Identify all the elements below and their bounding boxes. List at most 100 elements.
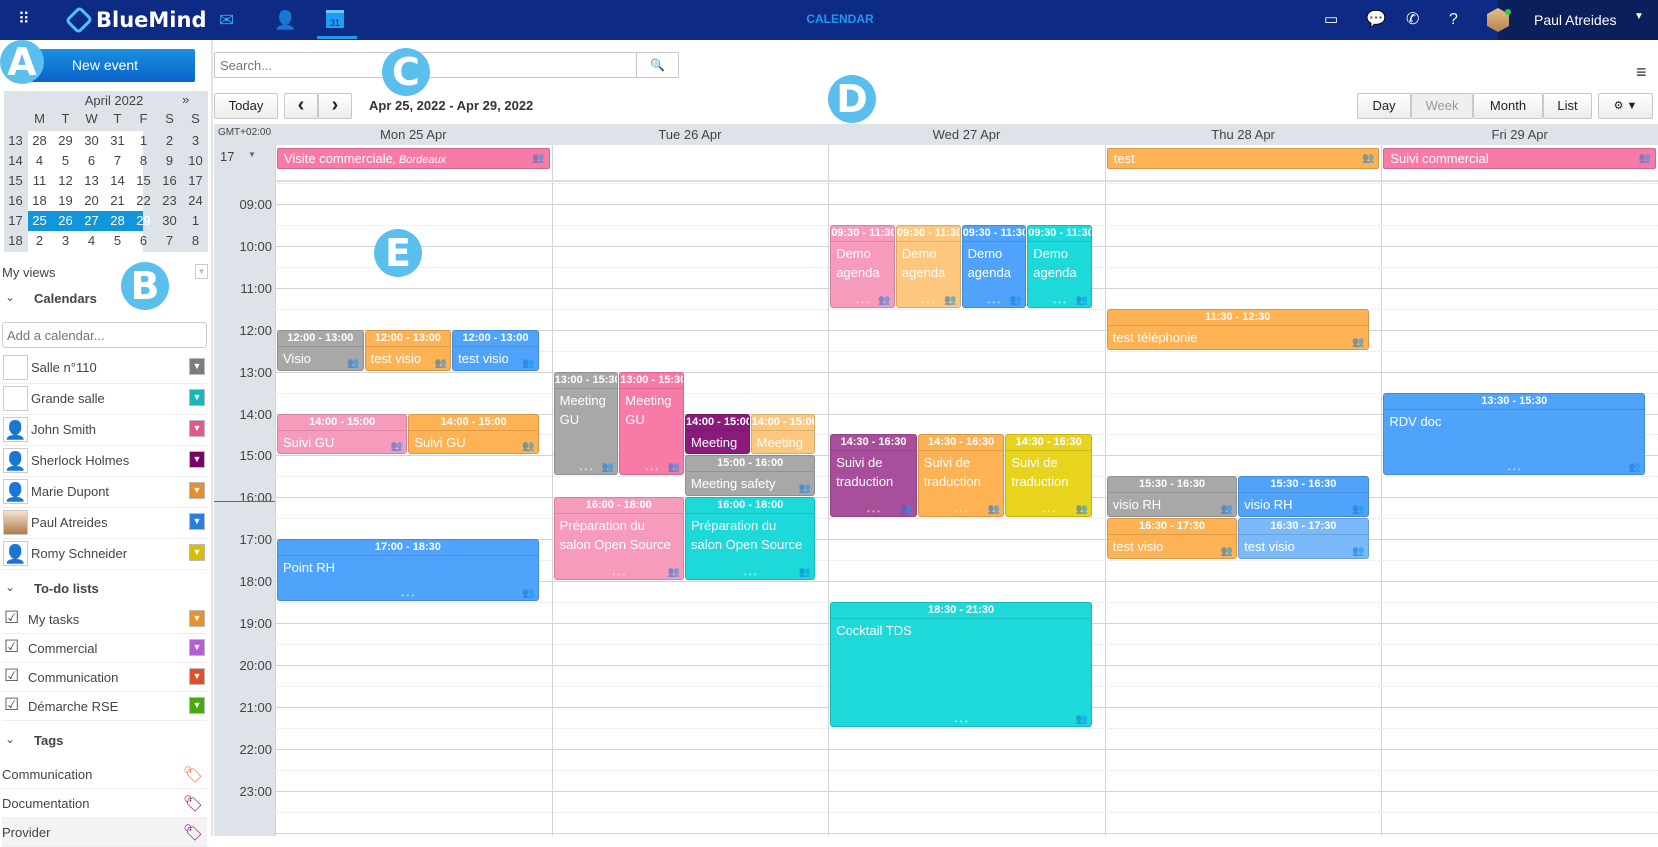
all-day-event[interactable]: Visite commerciale, Bordeaux 👥 [277, 148, 550, 169]
calendar-event[interactable]: 14:30 - 16:30 Suivi de traduction 👥 • • • [830, 434, 917, 518]
tag-item[interactable]: Communication 🏷 [2, 760, 207, 789]
mini-calendar-day[interactable]: 3 [61, 233, 70, 248]
todo-color-dropdown[interactable]: ▼ [189, 639, 205, 656]
calendar-color-dropdown[interactable]: ▼ [189, 420, 205, 437]
mini-calendar-day[interactable]: 30 [162, 213, 177, 228]
calendar-event[interactable]: 12:00 - 13:00 test visio 👥 [364, 329, 452, 371]
todo-list-item[interactable]: ☑ Démarche RSE ▼ [2, 692, 207, 721]
calendar-event[interactable]: 16:30 - 17:30 test visio 👥 [1106, 518, 1238, 560]
calendar-event[interactable]: 14:00 - 15:00 Meeting [750, 413, 816, 455]
mini-calendar-day[interactable]: 21 [110, 193, 125, 208]
calendar-event[interactable]: 15:30 - 16:30 visio RH 👥 [1238, 476, 1369, 518]
calendar-event[interactable]: 16:00 - 18:00 Préparation du salon Open S… [553, 497, 684, 581]
mini-calendar-day[interactable]: 5 [61, 153, 70, 168]
mini-calendar-day[interactable]: 3 [191, 133, 200, 148]
mini-calendar-day[interactable]: 30 [84, 133, 99, 148]
tag-item[interactable]: Provider 🏷 [2, 818, 207, 847]
mini-calendar-day[interactable]: 26 [58, 213, 73, 228]
todo-list-item[interactable]: ☑ My tasks ▼ [2, 605, 207, 634]
calendar-event[interactable]: 09:30 - 11:30 Demo agenda 👥 • • • [961, 224, 1027, 308]
calendar-event[interactable]: 13:00 - 15:30 Meeting GU 👥 • • • [553, 371, 619, 476]
mini-calendar-day[interactable]: 14 [110, 173, 125, 188]
calendar-item[interactable]: Grande salle ▼ [2, 384, 207, 415]
mini-calendar-day[interactable]: 22 [136, 193, 151, 208]
view-month-button[interactable]: Month [1473, 93, 1543, 119]
calendar-event[interactable]: 18:30 - 21:30 Cocktail TDS 👥 • • • [830, 602, 1092, 727]
calendar-icon[interactable]: 31 [326, 10, 344, 28]
collapse-calendars-icon[interactable]: ⌄ [5, 290, 16, 304]
hamburger-menu-icon[interactable]: ≡ [1636, 62, 1647, 82]
phone-icon[interactable]: ✆ [1406, 11, 1420, 28]
mini-calendar-day[interactable]: 11 [32, 173, 47, 188]
prev-week-button[interactable]: ‹ [284, 93, 318, 119]
calendar-item[interactable]: Paul Atreides ▼ [2, 508, 207, 539]
calendar-color-dropdown[interactable]: ▼ [189, 513, 205, 530]
calendar-event[interactable]: 12:00 - 13:00 Visio 👥 [277, 329, 364, 371]
video-icon[interactable]: ▭ [1324, 11, 1339, 28]
calendar-event[interactable]: 16:30 - 17:30 test visio 👥 [1238, 518, 1369, 560]
collapse-tags-icon[interactable]: ⌄ [5, 732, 16, 746]
calendar-color-dropdown[interactable]: ▼ [189, 389, 205, 406]
calendar-event[interactable]: 12:00 - 13:00 test visio 👥 [452, 329, 539, 371]
all-day-event[interactable]: test 👥 [1106, 148, 1380, 169]
calendar-event[interactable]: 09:30 - 11:30 Demo agenda 👥 • • • [895, 224, 961, 308]
view-list-button[interactable]: List [1543, 93, 1592, 119]
mini-calendar-day[interactable]: 6 [139, 233, 148, 248]
add-calendar-input[interactable] [2, 322, 207, 348]
calendar-event[interactable]: 11:30 - 12:30 test téléphonie 👥 [1106, 308, 1369, 350]
todo-list-item[interactable]: ☑ Communication ▼ [2, 663, 207, 692]
todo-color-dropdown[interactable]: ▼ [189, 697, 205, 714]
calendar-event[interactable]: 13:00 - 15:30 Meeting GU 👥 • • • [619, 371, 684, 476]
calendar-event[interactable]: 16:00 - 18:00 Préparation du salon Open S… [684, 497, 816, 581]
calendar-color-dropdown[interactable]: ▼ [189, 544, 205, 561]
calendar-item[interactable]: 👤 Sherlock Holmes ▼ [2, 446, 207, 477]
mini-calendar-day[interactable]: 17 [188, 173, 203, 188]
week-number[interactable]: 13 [8, 133, 23, 148]
mini-calendar-day[interactable]: 20 [84, 193, 99, 208]
mini-calendar-day[interactable]: 23 [162, 193, 177, 208]
calendar-event[interactable]: 13:30 - 15:30 RDV doc 👥 • • • [1383, 392, 1646, 476]
mini-calendar-day[interactable]: 25 [32, 213, 47, 228]
mini-calendar-day[interactable]: 4 [35, 153, 44, 168]
mini-calendar-day[interactable]: 10 [188, 153, 203, 168]
mini-calendar-day[interactable]: 7 [113, 153, 122, 168]
mini-calendar-day[interactable]: 1 [139, 133, 148, 148]
calendar-event[interactable]: 17:00 - 18:30 Point RH 👥 • • • [277, 539, 539, 602]
calendar-item[interactable]: 👤 John Smith ▼ [2, 415, 207, 446]
day-header[interactable]: Wed 27 Apr [828, 124, 1105, 145]
mini-calendar-day[interactable]: 2 [165, 133, 174, 148]
avatar[interactable] [1487, 8, 1509, 32]
calendar-event[interactable]: 14:00 - 15:00 Suivi GU 👥 [277, 413, 408, 455]
user-menu[interactable] [1498, 0, 1658, 40]
mini-calendar-day[interactable]: 12 [58, 173, 73, 188]
calendar-color-dropdown[interactable]: ▼ [189, 482, 205, 499]
calendar-event[interactable]: 09:30 - 11:30 Demo agenda 👥 • • • [1027, 224, 1092, 308]
todo-color-dropdown[interactable]: ▼ [189, 668, 205, 685]
mini-calendar-day[interactable]: 29 [58, 133, 73, 148]
mini-calendar-day[interactable]: 28 [110, 213, 125, 228]
mini-calendar-day[interactable]: 4 [87, 233, 96, 248]
apps-grid-icon[interactable]: ⠿ [18, 11, 30, 28]
calendar-event[interactable]: 15:00 - 16:00 Meeting safety 👥 [684, 455, 816, 497]
all-day-event[interactable]: Suivi commercial 👥 [1383, 148, 1656, 169]
view-day-button[interactable]: Day [1357, 93, 1411, 119]
mini-calendar-day[interactable]: 5 [113, 233, 122, 248]
calendar-event[interactable]: 15:30 - 16:30 visio RH 👥 [1106, 476, 1238, 518]
settings-button[interactable]: ⚙ ▼ [1598, 93, 1653, 119]
new-event-button[interactable]: New event [15, 49, 195, 82]
mini-calendar-day[interactable]: 15 [136, 173, 151, 188]
mini-calendar-day[interactable]: 16 [162, 173, 177, 188]
day-header[interactable]: Mon 25 Apr [275, 124, 552, 145]
search-button[interactable]: 🔍 [636, 52, 679, 78]
mini-calendar-day[interactable]: 7 [165, 233, 174, 248]
mini-calendar-day[interactable]: 28 [32, 133, 47, 148]
calendar-item[interactable]: Salle n°110 ▼ [2, 353, 207, 384]
next-week-button[interactable]: › [318, 93, 352, 119]
today-button[interactable]: Today [214, 93, 278, 119]
mini-calendar-day[interactable]: 13 [84, 173, 99, 188]
view-week-button[interactable]: Week [1411, 93, 1473, 119]
tag-item[interactable]: Documentation 🏷 [2, 789, 207, 818]
todo-color-dropdown[interactable]: ▼ [189, 610, 205, 627]
calendar-color-dropdown[interactable]: ▼ [189, 358, 205, 375]
calendar-event[interactable]: 14:30 - 16:30 Suivi de traduction 👥 • • • [1005, 434, 1092, 518]
